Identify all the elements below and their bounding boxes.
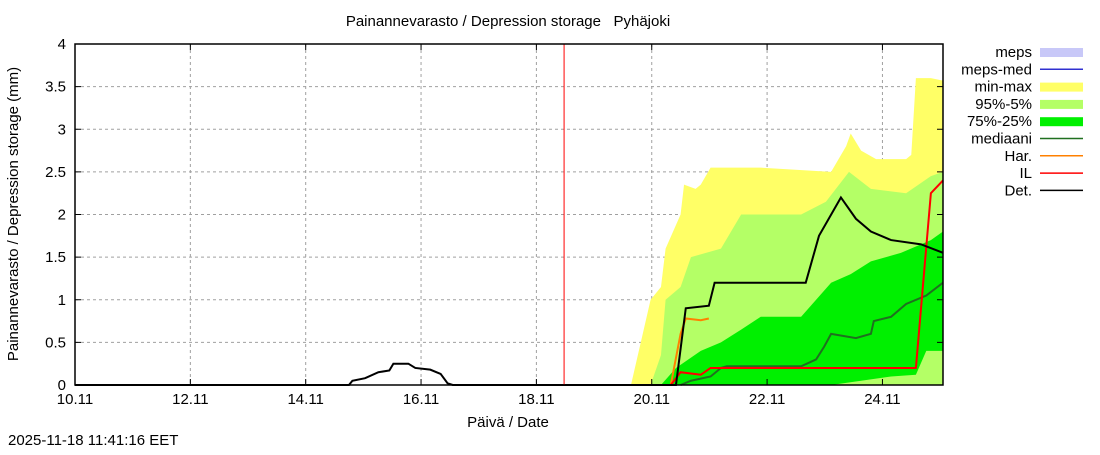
- legend-swatch: [1040, 82, 1083, 92]
- legend-label: Det.: [1004, 182, 1032, 199]
- y-tick-label: 4: [58, 36, 66, 53]
- x-tick-label: 22.11: [749, 391, 785, 408]
- legend-label: Har.: [1004, 148, 1032, 165]
- legend-swatch: [1040, 117, 1083, 127]
- series-line-il: [669, 179, 944, 386]
- series-line-mediaani: [680, 281, 944, 386]
- y-tick-label: 3.5: [45, 79, 66, 96]
- legend-label: IL: [1019, 165, 1032, 182]
- legend-label: 75%-25%: [967, 113, 1032, 130]
- legend-label: meps-med: [961, 61, 1032, 78]
- y-tick-label: 1.5: [45, 249, 66, 266]
- y-tick-label: 2.5: [45, 164, 66, 181]
- y-tick-label: 3: [58, 121, 66, 138]
- legend-swatch: [1040, 48, 1083, 57]
- x-tick-label: 10.11: [57, 391, 93, 408]
- x-axis-label: Päivä / Date: [467, 414, 549, 431]
- y-tick-label: 0.5: [45, 334, 66, 351]
- chart-title: Painannevarasto / Depression storage Pyh…: [346, 13, 670, 30]
- x-tick-label: 12.11: [172, 391, 208, 408]
- plot-frame: [74, 43, 944, 386]
- band-7525: [660, 231, 943, 385]
- series-line-har: [669, 317, 710, 386]
- legend-label: mediaani: [971, 131, 1032, 148]
- x-tick-label: 20.11: [634, 391, 670, 408]
- x-tick-label: 24.11: [864, 391, 900, 408]
- y-tick-label: 2: [58, 207, 66, 224]
- y-tick-label: 0: [58, 377, 66, 394]
- x-tick-label: 14.11: [287, 391, 323, 408]
- legend-label: min-max: [974, 79, 1032, 96]
- legend-label: meps: [995, 44, 1032, 61]
- legend-label: 95%-5%: [975, 96, 1032, 113]
- timestamp: 2025-11-18 11:41:16 EET: [8, 432, 178, 449]
- y-axis-label: Painannevarasto / Depression storage (mm…: [5, 67, 22, 361]
- legend-swatch: [1040, 99, 1083, 109]
- x-tick-label: 16.11: [403, 391, 439, 408]
- y-tick-label: 1: [58, 292, 66, 309]
- x-tick-label: 18.11: [518, 391, 554, 408]
